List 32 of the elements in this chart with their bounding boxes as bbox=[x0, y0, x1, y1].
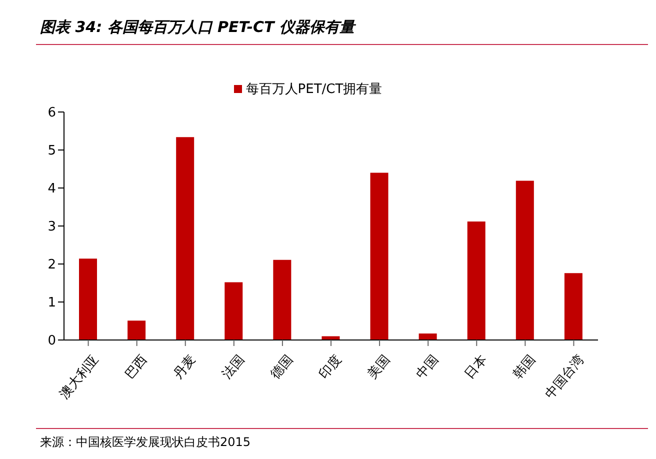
bar bbox=[79, 258, 97, 340]
x-tick-label: 澳大利亚 bbox=[57, 352, 102, 402]
bar bbox=[370, 172, 388, 340]
x-tick-label: 中国 bbox=[414, 352, 442, 382]
bar bbox=[273, 260, 292, 340]
x-tick-label: 日本 bbox=[462, 352, 490, 382]
bar bbox=[418, 334, 437, 340]
x-tick-label: 韩国 bbox=[510, 352, 539, 382]
bar bbox=[467, 221, 486, 340]
y-tick-label: 2 bbox=[48, 258, 56, 273]
y-tick-label: 5 bbox=[48, 144, 56, 159]
bar bbox=[516, 180, 534, 340]
x-tick-label: 美国 bbox=[364, 352, 394, 382]
y-tick-label: 6 bbox=[48, 106, 56, 121]
x-tick-label: 印度 bbox=[316, 352, 345, 382]
bar bbox=[322, 336, 340, 340]
y-tick-label: 3 bbox=[48, 220, 56, 235]
x-tick-label: 中国台湾 bbox=[542, 352, 588, 402]
x-tick-label: 巴西 bbox=[122, 352, 151, 382]
y-tick-label: 4 bbox=[48, 182, 56, 197]
x-tick-label: 法国 bbox=[220, 352, 248, 382]
source-note: 来源：中国核医学发展现状白皮书2015 bbox=[40, 434, 251, 451]
x-tick-label: 丹麦 bbox=[170, 352, 200, 382]
y-tick-label: 1 bbox=[48, 296, 56, 311]
bar bbox=[564, 273, 582, 340]
x-tick-label: 德国 bbox=[268, 352, 296, 382]
bar bbox=[224, 282, 243, 340]
legend-label: 每百万人PET/CT拥有量 bbox=[246, 82, 382, 97]
chart-title: 图表 34: 各国每百万人口 PET-CT 仪器保有量 bbox=[40, 18, 354, 37]
bar bbox=[176, 137, 194, 340]
bar bbox=[128, 320, 146, 340]
y-tick-label: 0 bbox=[48, 334, 56, 349]
